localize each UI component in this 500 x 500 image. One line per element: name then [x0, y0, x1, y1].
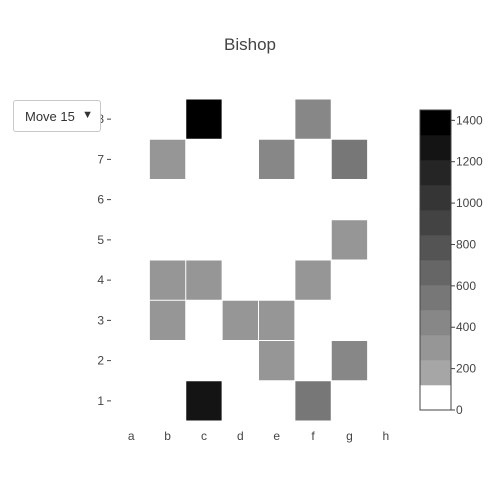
colorbar-tick-label: 1000	[456, 196, 483, 210]
move-dropdown[interactable]: Move 15 ▼	[13, 100, 101, 132]
y-tick-label: 6	[97, 193, 104, 207]
y-tick-label: 4	[97, 273, 104, 287]
heatmap-cell-c8	[186, 99, 222, 139]
colorbar-outline	[419, 109, 452, 411]
colorbar-tick-label: 800	[456, 237, 476, 251]
colorbar: 0 200 400 600 800 1000 1200 1400	[419, 109, 483, 417]
colorbar-band	[420, 110, 451, 136]
x-tick-label: a	[128, 429, 135, 443]
heatmap-cell-f4	[295, 260, 331, 300]
y-tick-label: 5	[97, 233, 104, 247]
colorbar-band	[420, 385, 451, 411]
colorbar-band	[420, 360, 451, 386]
x-tick-label: c	[201, 429, 207, 443]
colorbar-band	[420, 285, 451, 311]
colorbar-band	[420, 235, 451, 261]
colorbar-tick-label: 1200	[456, 155, 483, 169]
x-tick-label: e	[273, 429, 280, 443]
colorbar-band	[420, 160, 451, 186]
colorbar-band	[420, 260, 451, 286]
x-tick-label: d	[237, 429, 244, 443]
x-tick-label: f	[311, 429, 315, 443]
colorbar-tick-label: 1400	[456, 113, 483, 127]
colorbar-tick-label: 0	[456, 403, 463, 417]
heatmap-cell-g7	[331, 139, 368, 179]
y-tick-label: 7	[97, 152, 104, 166]
x-tick-label: b	[164, 429, 171, 443]
x-tick-label: h	[382, 429, 389, 443]
x-tick-label: g	[346, 429, 353, 443]
move-dropdown-label: Move 15	[25, 109, 75, 124]
heatmap-cell-f1	[295, 381, 331, 421]
heatmap-cell-c4	[186, 260, 222, 300]
colorbar-tick-label: 600	[456, 279, 476, 293]
chart-title: Bishop	[224, 35, 276, 54]
colorbar-band	[420, 185, 451, 211]
heatmap-cell-b3	[149, 300, 186, 340]
colorbar-band	[420, 210, 451, 236]
chevron-down-icon: ▼	[82, 109, 93, 121]
heatmap-cells	[149, 99, 368, 421]
x-axis: a b c d e f g h	[128, 429, 389, 443]
heatmap-cell-g2	[331, 341, 368, 381]
heatmap-cell-b4	[149, 260, 186, 300]
colorbar-tick-label: 200	[456, 362, 476, 376]
heatmap-cell-b7	[149, 139, 186, 179]
heatmap-cell-g5	[331, 220, 368, 260]
heatmap-cell-c1	[186, 381, 222, 421]
y-axis: 12345678	[97, 112, 111, 408]
colorbar-band	[420, 335, 451, 361]
heatmap-cell-e2	[259, 341, 295, 381]
y-tick-label: 3	[97, 313, 104, 327]
heatmap-cell-e3	[259, 300, 295, 340]
heatmap-cell-d3	[222, 300, 258, 340]
heatmap-cell-e7	[259, 139, 295, 179]
y-tick-label: 2	[97, 354, 104, 368]
colorbar-band	[420, 135, 451, 161]
colorbar-tick-label: 400	[456, 320, 476, 334]
colorbar-band	[420, 310, 451, 336]
y-tick-label: 1	[97, 394, 104, 408]
heatmap-cell-f8	[295, 99, 331, 139]
